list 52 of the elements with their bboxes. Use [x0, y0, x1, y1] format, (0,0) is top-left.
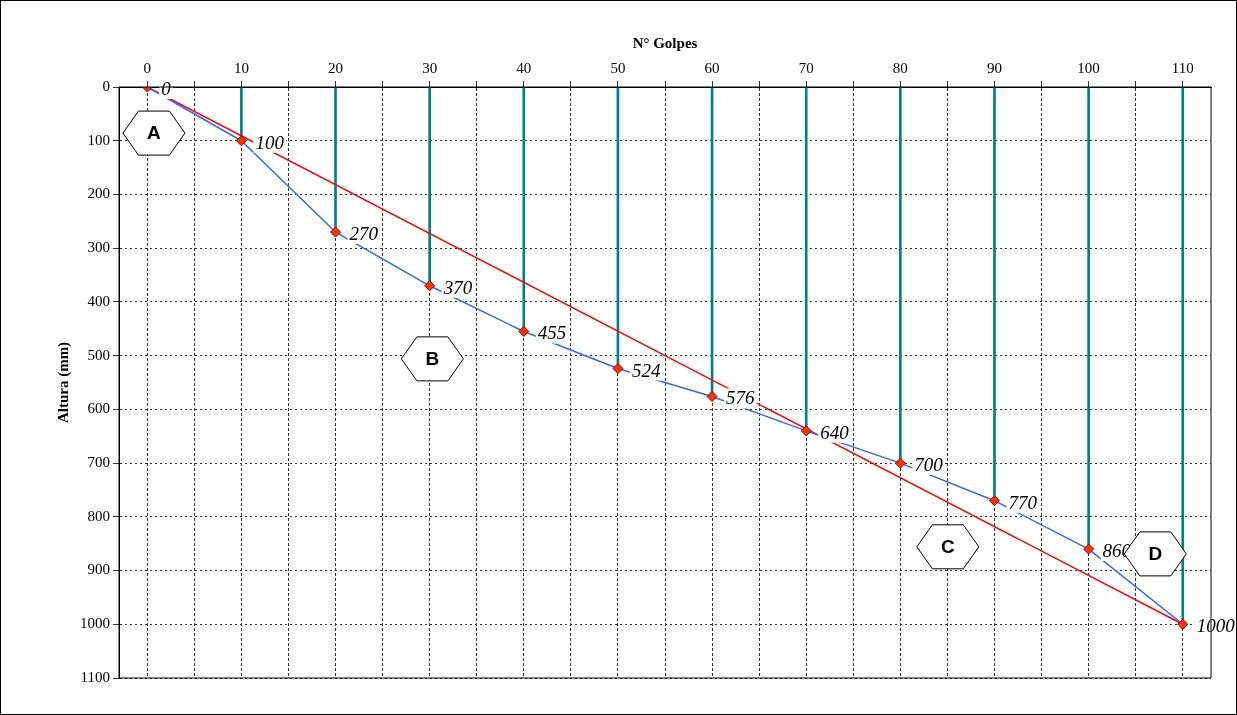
y-tick-label: 600: [87, 400, 110, 417]
x-tick-label: 70: [798, 59, 814, 76]
data-label: 576: [726, 387, 756, 409]
point: [518, 325, 530, 337]
annotation: C: [940, 536, 955, 558]
x-tick-label: 50: [610, 59, 626, 76]
y-axis-title: Altura (mm): [54, 341, 72, 424]
y-tick-label: 800: [87, 507, 110, 524]
x-tick-label: 30: [422, 59, 438, 76]
point: [1083, 543, 1095, 555]
x-tick-label: 10: [233, 59, 249, 76]
point: [706, 390, 718, 402]
data-label: 455: [537, 322, 567, 344]
point: [988, 495, 1000, 507]
data-label: 770: [1008, 491, 1038, 513]
data-label: 700: [914, 454, 944, 476]
y-tick-label: 900: [87, 561, 110, 578]
x-axis-title: N° Golpes: [632, 34, 698, 51]
y-tick-label: 300: [87, 239, 110, 256]
data-label: 640: [820, 421, 850, 443]
x-tick-label: 110: [1171, 59, 1194, 76]
y-tick-label: 700: [87, 454, 110, 471]
x-tick-label: 100: [1077, 59, 1100, 76]
annotation: D: [1148, 543, 1163, 565]
x-tick-label: 60: [704, 59, 720, 76]
annotation: B: [425, 348, 440, 370]
y-tick-label: 1000: [80, 615, 110, 632]
point: [894, 457, 906, 469]
x-tick-label: 80: [892, 59, 908, 76]
data-label: 524: [631, 359, 661, 381]
x-tick-label: 40: [516, 59, 532, 76]
data-label: 270: [349, 223, 379, 245]
data-label: 1000: [1196, 615, 1236, 637]
x-tick-label: 90: [986, 59, 1002, 76]
point: [235, 135, 247, 147]
data-label: 0: [161, 78, 172, 99]
y-tick-label: 400: [87, 292, 110, 309]
point: [1177, 618, 1189, 630]
y-tick-label: 1100: [80, 668, 110, 685]
point: [612, 363, 624, 375]
data-label: 370: [442, 276, 473, 298]
y-tick-label: 0: [102, 77, 110, 94]
x-tick-label: 20: [328, 59, 344, 76]
x-tick-label: 0: [143, 59, 151, 76]
point: [330, 226, 342, 238]
y-tick-label: 200: [87, 185, 110, 202]
y-tick-label: 100: [87, 131, 110, 148]
y-tick-label: 500: [87, 346, 110, 363]
point: [424, 280, 436, 292]
annotation: A: [147, 122, 162, 144]
point: [800, 425, 812, 437]
data-label: 100: [255, 131, 285, 153]
